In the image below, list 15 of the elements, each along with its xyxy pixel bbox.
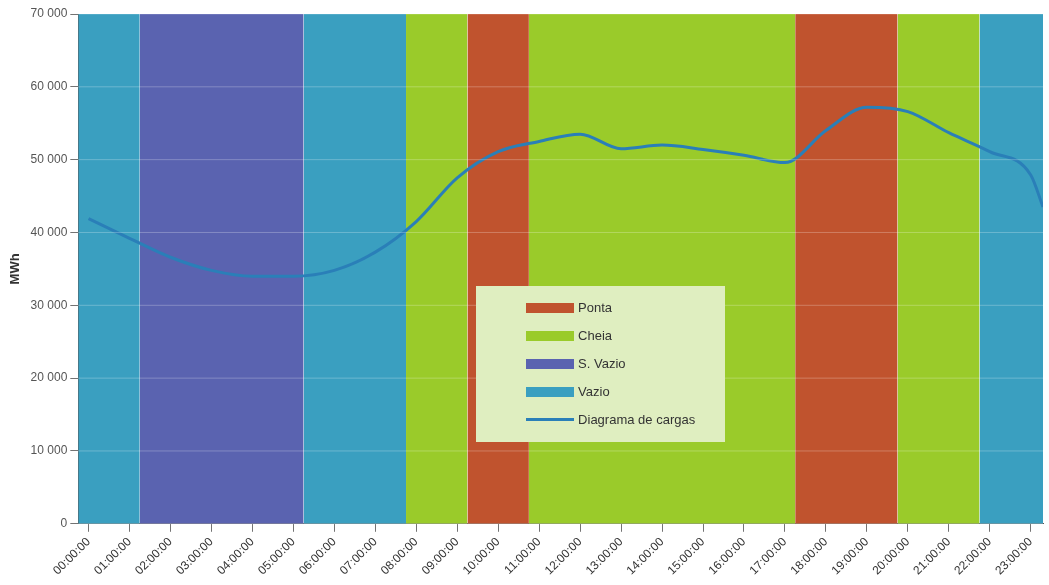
y-tick-label: 50 000 <box>30 151 68 166</box>
legend-label: Vazio <box>578 384 610 400</box>
y-tick-label: 0 <box>60 516 68 531</box>
y-tick-label: 60 000 <box>30 79 68 94</box>
y-tick-label: 10 000 <box>30 443 68 458</box>
line-series <box>87 105 1043 278</box>
y-tick-label: 40 000 <box>30 224 68 239</box>
legend-label: Ponta <box>578 300 613 316</box>
y-tick-label: 20 000 <box>30 370 68 385</box>
y-tick-label: 70 000 <box>30 6 68 21</box>
legend-label: S. Vazio <box>578 356 626 372</box>
y-axis-title: MWh <box>7 253 23 285</box>
y-tick-label: 30 000 <box>30 297 68 312</box>
legend-label: Cheia <box>578 328 613 344</box>
legend-label: Diagrama de cargas <box>578 412 696 428</box>
